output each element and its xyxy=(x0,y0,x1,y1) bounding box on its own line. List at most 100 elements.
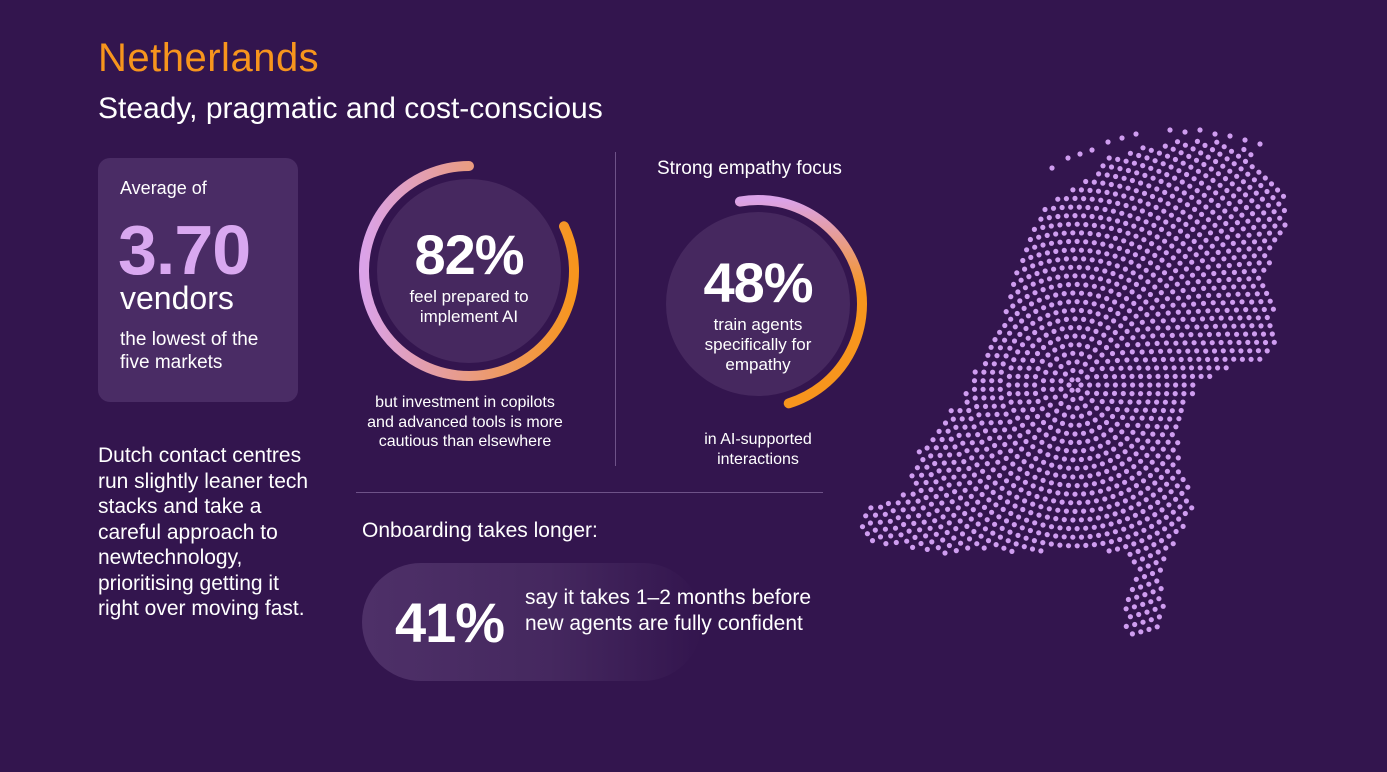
map-dot xyxy=(1103,450,1109,456)
map-dot xyxy=(901,521,907,528)
map-dot xyxy=(1070,534,1076,540)
map-dot xyxy=(1106,486,1112,492)
map-dot xyxy=(1129,177,1135,184)
map-dot xyxy=(1182,253,1188,260)
map-dot xyxy=(1070,350,1076,356)
onboarding-pill xyxy=(362,563,702,681)
map-dot xyxy=(1150,492,1156,498)
map-dot xyxy=(1215,365,1221,371)
map-dot xyxy=(1046,215,1052,221)
map-dot xyxy=(1280,193,1287,199)
map-dot xyxy=(1129,289,1135,295)
map-dot xyxy=(1021,459,1027,465)
map-dot xyxy=(1206,365,1212,371)
map-dot xyxy=(1176,248,1182,254)
map-dot xyxy=(924,445,930,451)
map-dot xyxy=(941,460,947,466)
map-dot xyxy=(1257,246,1263,252)
map-dot xyxy=(1123,468,1130,474)
map-dot xyxy=(1262,175,1268,181)
map-dot xyxy=(1100,180,1106,186)
map-dot xyxy=(1154,399,1160,405)
map-dot xyxy=(1180,287,1186,294)
map-dot xyxy=(1112,191,1118,197)
map-dot xyxy=(1145,341,1151,347)
map-dot xyxy=(946,520,952,526)
map-dot xyxy=(1003,455,1009,461)
map-dot xyxy=(1155,499,1161,505)
map-dot xyxy=(1100,523,1106,529)
map-dot xyxy=(1087,291,1093,297)
map-dot xyxy=(1157,487,1163,493)
map-dot xyxy=(1014,494,1020,500)
map-dot xyxy=(1040,419,1047,426)
map-dot xyxy=(1070,457,1076,463)
map-dot xyxy=(1072,333,1078,339)
map-dot xyxy=(1203,348,1209,354)
map-dot xyxy=(1142,407,1148,413)
map-dot xyxy=(1061,247,1067,253)
map-dot xyxy=(1058,378,1064,384)
map-dot xyxy=(1114,218,1121,224)
map-dot xyxy=(1085,265,1091,271)
map-dot xyxy=(1155,439,1161,445)
map-dot xyxy=(1108,337,1114,343)
map-dot xyxy=(890,508,896,514)
map-dot xyxy=(1068,204,1074,210)
map-dot xyxy=(1158,226,1165,232)
map-dot xyxy=(1063,196,1069,202)
map-dot xyxy=(1191,176,1197,182)
map-dot xyxy=(1163,545,1169,551)
map-dot xyxy=(1223,365,1229,371)
map-dot xyxy=(997,449,1003,455)
map-dot xyxy=(878,504,884,510)
map-dot xyxy=(1175,440,1181,446)
map-dot xyxy=(1077,151,1083,157)
map-dot xyxy=(1122,449,1128,455)
map-dot xyxy=(1282,222,1288,228)
map-dot xyxy=(1038,548,1044,554)
map-dot xyxy=(1114,501,1120,507)
map-dot xyxy=(940,537,946,543)
map-dot xyxy=(1105,139,1111,145)
map-dot xyxy=(1212,323,1218,329)
map-dot xyxy=(1205,356,1211,363)
map-dot xyxy=(1016,514,1022,520)
map-dot xyxy=(1170,447,1176,453)
map-dot xyxy=(1147,472,1153,479)
map-dot xyxy=(1036,427,1042,433)
map-dot xyxy=(1152,284,1158,290)
map-dot xyxy=(990,489,996,495)
map-dot xyxy=(1017,466,1023,472)
map-dot xyxy=(1129,475,1135,481)
map-dot xyxy=(1178,356,1184,363)
map-dot xyxy=(995,459,1001,465)
map-dot xyxy=(1028,463,1035,469)
map-dot xyxy=(1114,421,1120,427)
map-dot xyxy=(1143,465,1149,471)
map-dot xyxy=(1166,182,1172,188)
map-dot xyxy=(1195,308,1201,314)
map-dot xyxy=(1241,254,1247,260)
map-dot xyxy=(1095,249,1101,255)
map-dot xyxy=(1078,351,1085,357)
map-dot xyxy=(1080,334,1087,340)
map-dot xyxy=(929,539,935,545)
map-dot xyxy=(1072,316,1078,322)
map-dot xyxy=(1182,142,1188,148)
map-dot xyxy=(1236,186,1242,192)
map-dot xyxy=(1100,479,1106,485)
map-dot xyxy=(993,502,999,508)
map-dot xyxy=(1091,463,1097,469)
map-dot xyxy=(1021,544,1027,550)
map-dot xyxy=(1109,398,1115,404)
page-title: Netherlands xyxy=(98,36,320,80)
map-dot xyxy=(981,504,988,510)
map-dot xyxy=(1152,480,1158,486)
map-dot xyxy=(1103,314,1109,320)
map-dot xyxy=(1122,285,1128,291)
map-dot xyxy=(1103,344,1110,351)
map-dot xyxy=(1108,243,1114,249)
map-dot xyxy=(1085,204,1091,211)
map-dot xyxy=(997,534,1003,540)
